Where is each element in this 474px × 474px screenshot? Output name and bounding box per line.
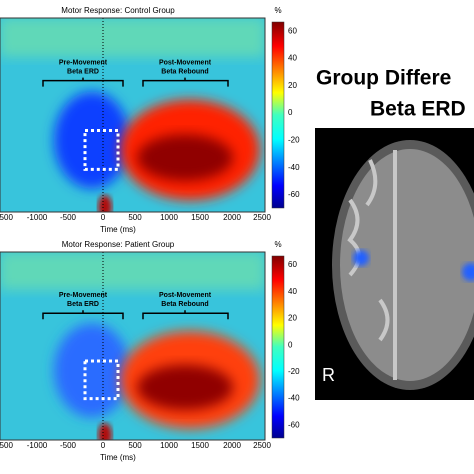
onset-blob bbox=[98, 195, 112, 212]
colorbar-tick-label: 60 bbox=[288, 260, 297, 269]
brain-tissue bbox=[340, 149, 474, 381]
x-tick-label: 1000 bbox=[160, 441, 178, 450]
heatmap-panel: Motor Response: Patient Group 2500 -1000 -5… bbox=[0, 240, 300, 462]
colorbar bbox=[271, 21, 285, 209]
annotation: Beta Rebound bbox=[161, 68, 208, 75]
colorbar-tick-label: 0 bbox=[288, 108, 293, 117]
x-tick-label: -1000 bbox=[27, 213, 48, 222]
annotation: Beta ERD bbox=[67, 301, 99, 308]
annotation: Post-Movement bbox=[159, 59, 212, 66]
bracket bbox=[42, 77, 124, 87]
annotation: Beta ERD bbox=[67, 68, 99, 75]
colorbar-tick-label: 40 bbox=[288, 54, 297, 63]
plot-frame bbox=[0, 251, 266, 441]
colorbar-tick-label: 40 bbox=[288, 287, 297, 296]
bracket bbox=[42, 310, 124, 320]
x-tick-label: 2500 bbox=[253, 213, 271, 222]
onset-blob bbox=[98, 423, 112, 440]
panel-title: Motor Response: Patient Group bbox=[62, 240, 175, 249]
bracket bbox=[142, 77, 229, 87]
colorbar bbox=[271, 255, 285, 439]
annotation: Beta Rebound bbox=[161, 301, 208, 308]
side-panel: R Group Differe Beta ERD bbox=[315, 67, 474, 400]
heatmap-panel: Motor Response: Control Group 2500 -1000 -5… bbox=[0, 6, 300, 234]
side-title: Group Differe bbox=[316, 67, 451, 90]
x-tick-label: 0 bbox=[101, 441, 106, 450]
rebound-core bbox=[137, 364, 233, 410]
colorbar-tick-label: -40 bbox=[288, 163, 300, 172]
roi-box bbox=[83, 359, 120, 401]
x-tick-label: -500 bbox=[60, 213, 77, 222]
x-axis-label: Time (ms) bbox=[100, 453, 136, 462]
bracket bbox=[142, 310, 229, 320]
x-tick-label: 2000 bbox=[223, 441, 241, 450]
annotation: Pre-Movement bbox=[59, 292, 108, 299]
x-tick-label: 500 bbox=[128, 441, 142, 450]
annotation: Post-Movement bbox=[159, 292, 212, 299]
x-tick-label: 2000 bbox=[223, 213, 241, 222]
colorbar-tick-label: -60 bbox=[288, 190, 300, 199]
x-axis-label: Time (ms) bbox=[100, 225, 136, 234]
brain-activation bbox=[462, 263, 474, 281]
x-tick-label: 2500 bbox=[253, 441, 271, 450]
x-tick-label: 2500 bbox=[0, 213, 13, 222]
colorbar-tick-label: 0 bbox=[288, 340, 293, 349]
colorbar-tick-label: -20 bbox=[288, 367, 300, 376]
colorbar-unit: % bbox=[274, 240, 281, 249]
side-title: Beta ERD bbox=[370, 98, 466, 121]
colorbar-unit: % bbox=[274, 6, 281, 15]
x-tick-label: 1500 bbox=[191, 213, 209, 222]
x-tick-label: 1000 bbox=[160, 213, 178, 222]
x-tick-label: 0 bbox=[101, 213, 106, 222]
annotation: Pre-Movement bbox=[59, 59, 108, 66]
heatmap-bg bbox=[0, 18, 265, 57]
heatmap bbox=[0, 18, 265, 212]
colorbar-tick-label: 60 bbox=[288, 26, 297, 35]
brain-sulci bbox=[347, 150, 397, 380]
x-tick-label: 2500 bbox=[0, 441, 13, 450]
colorbar-tick-label: 20 bbox=[288, 314, 297, 323]
colorbar-tick-label: 20 bbox=[288, 81, 297, 90]
x-tick-label: 1500 bbox=[191, 441, 209, 450]
colorbar-tick-label: -20 bbox=[288, 136, 300, 145]
x-tick-label: -1000 bbox=[27, 441, 48, 450]
x-tick-label: 500 bbox=[128, 213, 142, 222]
rebound-core bbox=[137, 134, 233, 181]
heatmap bbox=[0, 252, 265, 440]
brain-label: R bbox=[322, 365, 335, 385]
x-tick-label: -500 bbox=[60, 441, 77, 450]
erd-blob bbox=[54, 91, 130, 189]
colorbar-tick-label: -60 bbox=[288, 420, 300, 429]
colorbar-tick-label: -40 bbox=[288, 394, 300, 403]
erd-blob bbox=[54, 323, 130, 418]
heatmap-bg bbox=[0, 252, 265, 290]
panel-title: Motor Response: Control Group bbox=[61, 6, 175, 15]
plot-frame bbox=[0, 17, 266, 213]
brain-activation bbox=[353, 250, 369, 266]
